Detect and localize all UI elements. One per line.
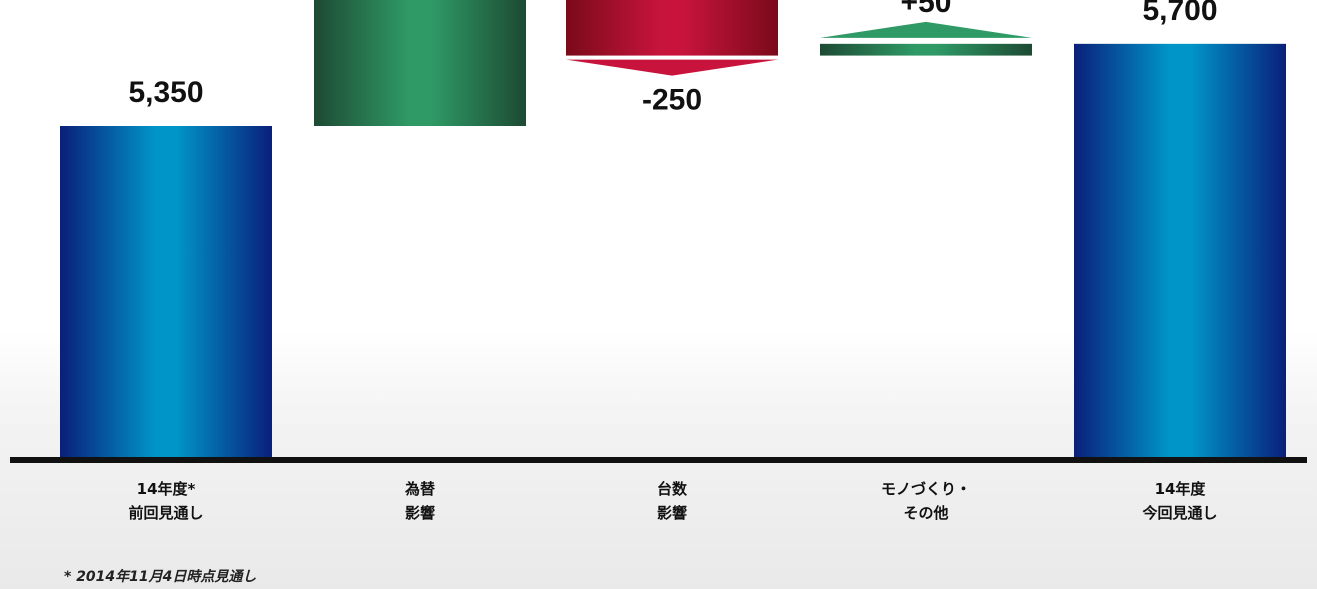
footnote: * 2014年11月4日時点見通し [64, 569, 257, 585]
value-label-4: 5,700 [1142, 0, 1217, 27]
category-label-1-line-1: 影響 [405, 504, 435, 522]
category-label-2-line-1: 影響 [657, 504, 687, 522]
bar-0 [60, 126, 272, 457]
arrow-up-3 [820, 21, 1032, 38]
bar-3 [820, 43, 1032, 56]
bar-2 [566, 0, 778, 56]
category-label-3-line-1: その他 [903, 504, 948, 522]
x-axis-line [10, 457, 1307, 463]
category-label-4-line-0: 14年度 [1155, 480, 1207, 498]
value-label-3: +50 [901, 0, 952, 19]
bar-1 [314, 0, 526, 127]
category-label-2-line-0: 台数 [657, 480, 688, 498]
bar-4 [1074, 43, 1286, 457]
category-label-3-line-0: モノづくり・ [881, 480, 971, 498]
value-label-2: -250 [642, 84, 702, 117]
value-label-0: 5,350 [128, 76, 203, 109]
category-label-1-line-0: 為替 [404, 480, 436, 498]
category-label-0-line-1: 前回見通し [128, 504, 203, 522]
category-label-4-line-1: 今回見通し [1141, 504, 1217, 522]
arrow-down-2 [566, 59, 778, 76]
category-label-0-line-0: 14年度* [137, 480, 196, 498]
